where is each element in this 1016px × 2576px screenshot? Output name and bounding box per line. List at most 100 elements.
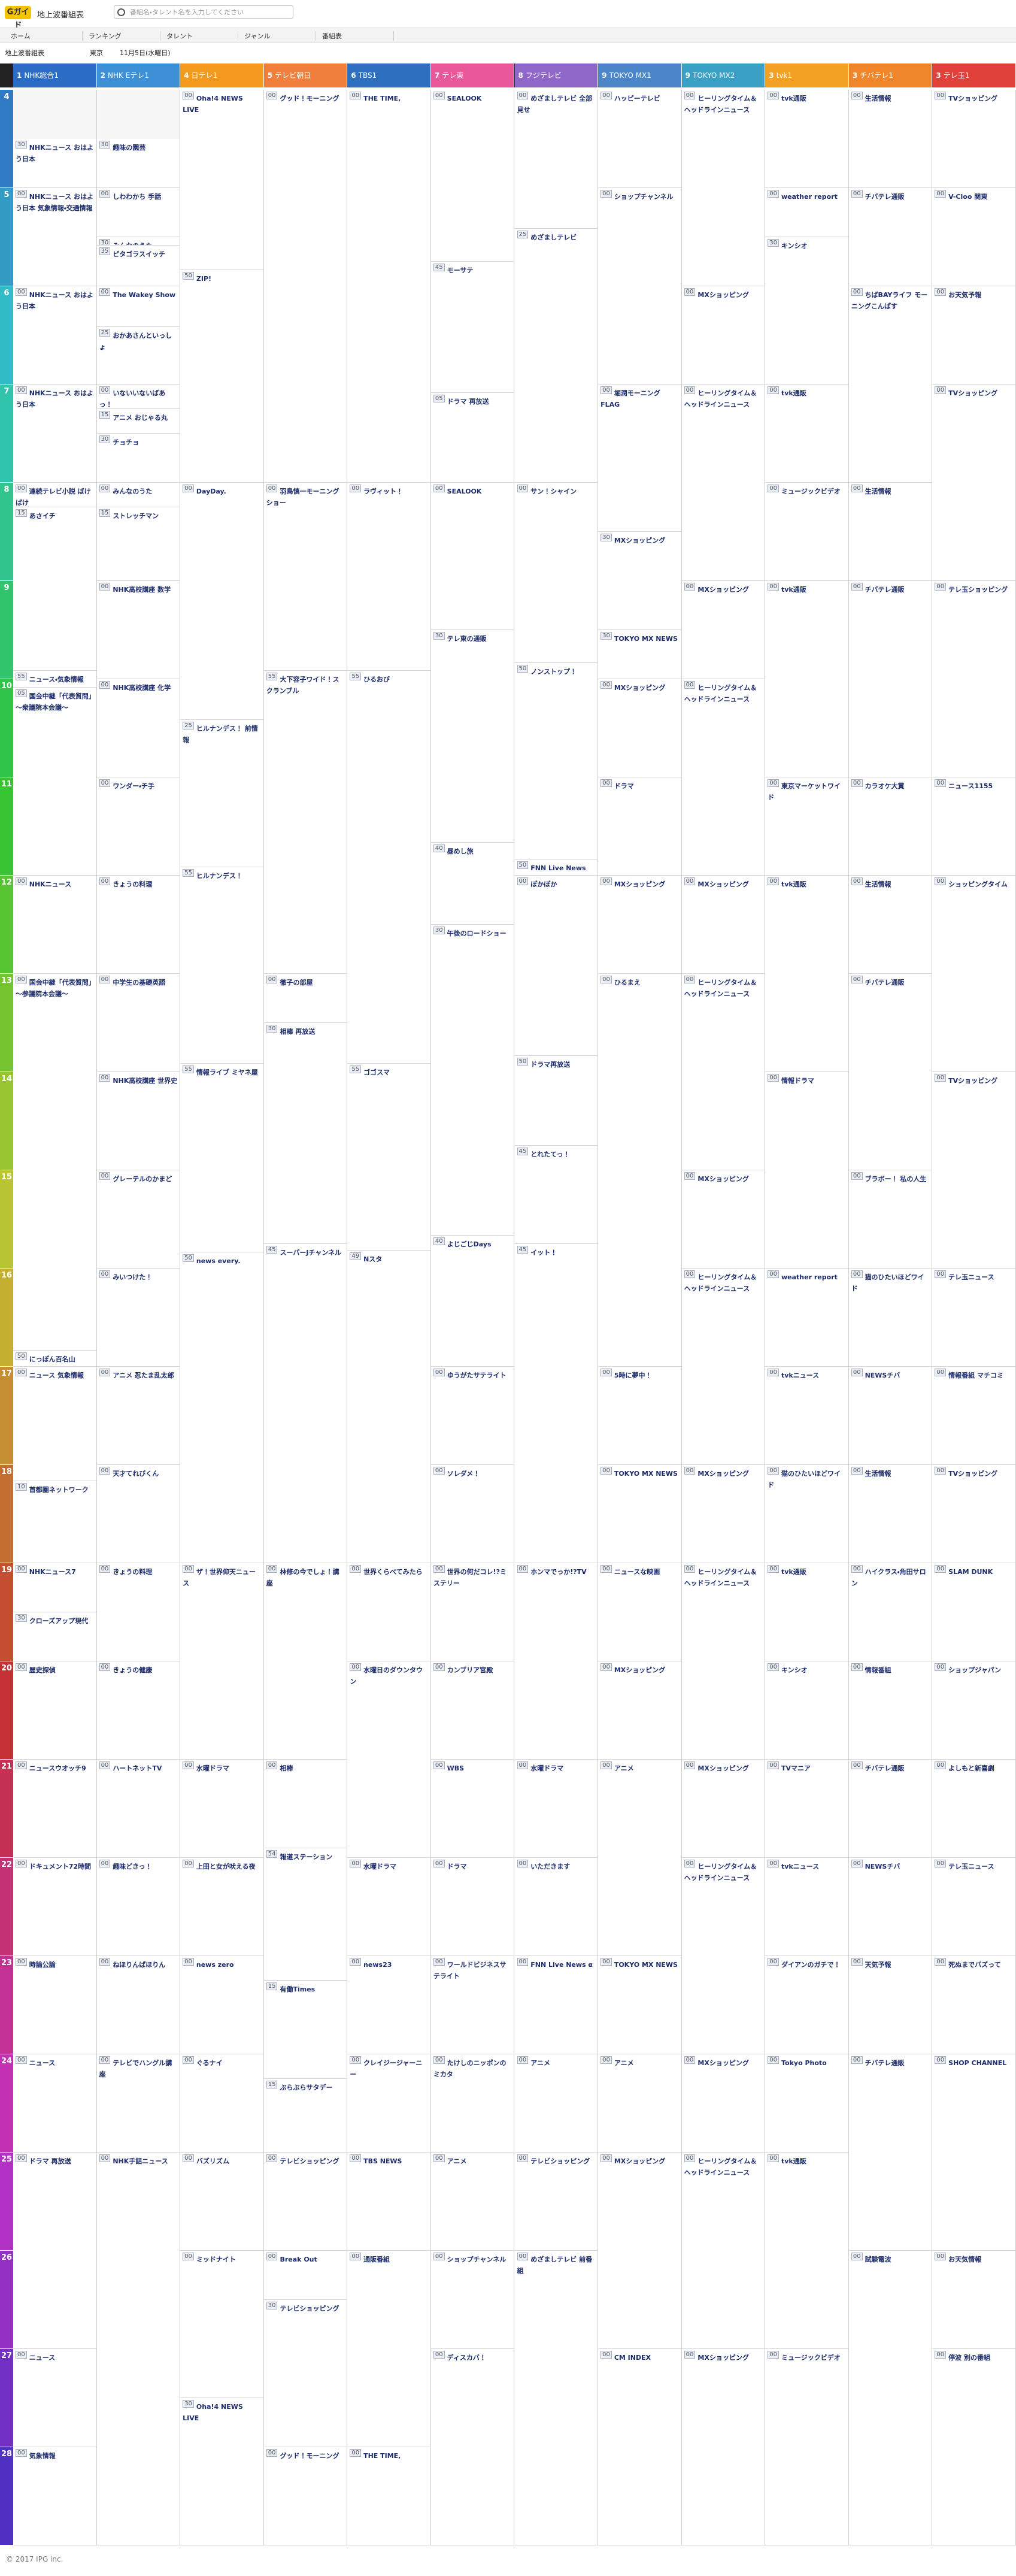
program-title[interactable]: DayDay. bbox=[196, 488, 226, 495]
program-cell[interactable]: 00 きょうの料理 bbox=[96, 876, 180, 974]
channel-header[interactable]: 1 NHK総合1 bbox=[13, 63, 97, 87]
program-title[interactable]: みいつけた！ bbox=[113, 1273, 153, 1281]
program-title[interactable]: 5時に夢中！ bbox=[614, 1372, 652, 1379]
program-cell[interactable]: 00 天才てれびくん bbox=[96, 1465, 180, 1563]
program-cell[interactable]: 00 TVマニア bbox=[765, 1760, 848, 1858]
program-cell[interactable]: 00 羽鳥慎一モーニングショー bbox=[263, 483, 347, 671]
program-cell[interactable]: 00 tvk通販 bbox=[765, 581, 848, 777]
program-cell[interactable]: 00 バズリズム bbox=[180, 2153, 263, 2251]
program-cell[interactable]: 00 MXショッピング bbox=[681, 2349, 765, 2545]
program-cell[interactable]: 00 NHKニュース bbox=[13, 876, 96, 974]
program-title[interactable]: カンブリア宮殿 bbox=[447, 1666, 493, 1674]
program-cell[interactable]: 00 東京マーケットワイド bbox=[765, 777, 848, 876]
program-title[interactable]: チバテレ通販 bbox=[865, 2059, 905, 2067]
program-cell[interactable]: 00 ミュージックビデオ bbox=[765, 483, 848, 581]
program-title[interactable]: SEALOOK bbox=[447, 95, 482, 102]
program-cell[interactable]: 00 生活情報 bbox=[848, 876, 932, 974]
program-cell[interactable]: 00 MXショッピング bbox=[681, 1465, 765, 1563]
program-title[interactable]: ヒーリングタイム＆ヘッドラインニュース bbox=[684, 979, 757, 998]
program-title[interactable]: tvk通販 bbox=[781, 586, 806, 594]
program-title[interactable]: ぶらぶらサタデー bbox=[280, 2084, 333, 2091]
program-cell[interactable]: 00 ドラマ bbox=[598, 777, 681, 876]
program-title[interactable]: ヒーリングタイム＆ヘッドラインニュース bbox=[684, 95, 757, 114]
program-cell[interactable]: 40 昼めし旅 bbox=[430, 843, 514, 925]
program-title[interactable]: MXショッピング bbox=[697, 291, 749, 299]
program-cell[interactable]: 00 news23 bbox=[347, 1956, 430, 2054]
program-title[interactable]: MXショッピング bbox=[697, 586, 749, 594]
program-title[interactable]: tvk通販 bbox=[781, 389, 806, 397]
program-title[interactable]: TBS NEWS bbox=[363, 2157, 402, 2165]
program-cell[interactable]: 00 世界の何だコレ!?ミステリー bbox=[430, 1563, 514, 1661]
program-title[interactable]: 大下容子ワイド！スクランブル bbox=[266, 676, 339, 695]
program-title[interactable]: よしもと新喜劇 bbox=[948, 1764, 994, 1772]
program-title[interactable]: NHK手話ニュース bbox=[113, 2157, 168, 2165]
program-cell[interactable]: 00 死ぬまでバズって bbox=[932, 1956, 1015, 2054]
program-cell[interactable]: 30 Oha!4 NEWS LIVE bbox=[180, 2398, 263, 2545]
area-type[interactable]: 地上波番組表 bbox=[5, 49, 44, 57]
program-cell[interactable]: 00 tvkニュース bbox=[765, 1858, 848, 1956]
program-cell[interactable]: 00 チバテレ通販 bbox=[848, 2054, 932, 2251]
program-title[interactable]: サン！シャイン bbox=[530, 488, 577, 495]
program-cell[interactable]: 00 お天気予報 bbox=[932, 286, 1015, 385]
program-cell[interactable]: 00 weather report bbox=[765, 1269, 848, 1367]
program-cell[interactable]: 00 カラオケ大賞 bbox=[848, 777, 932, 876]
program-cell[interactable]: 00 SEALOOK bbox=[430, 483, 514, 630]
program-title[interactable]: NHKニュース bbox=[29, 880, 72, 888]
program-cell[interactable]: 55 ニュース・気象情報 bbox=[13, 671, 96, 688]
program-cell[interactable]: 00 ミュージックビデオ bbox=[765, 2349, 848, 2545]
program-title[interactable]: アニメ bbox=[530, 2059, 551, 2067]
program-cell[interactable]: 00 天気予報 bbox=[848, 1956, 932, 2054]
program-title[interactable]: きょうの料理 bbox=[113, 880, 153, 888]
program-title[interactable]: ニュース 気象情報 bbox=[29, 1372, 84, 1379]
program-cell[interactable]: 00 チバテレ通販 bbox=[848, 188, 932, 286]
program-cell[interactable]: 00 ダイアンのガチで！ bbox=[765, 1956, 848, 2054]
program-title[interactable]: アニメ おじゃる丸 bbox=[113, 414, 168, 422]
program-cell[interactable]: 30 テレ東の通販 bbox=[430, 630, 514, 843]
program-cell[interactable]: 50 news every. bbox=[180, 1252, 263, 1563]
program-cell[interactable]: 00 しわわかち 手話 bbox=[96, 188, 180, 237]
channel-header[interactable]: 7 テレ東 bbox=[430, 63, 515, 87]
program-cell[interactable]: 00 ショップジャパン bbox=[932, 1661, 1015, 1760]
program-cell[interactable]: 00 ニュース bbox=[13, 2349, 96, 2447]
program-cell[interactable]: 05 ドラマ 再放送 bbox=[430, 392, 514, 483]
program-title[interactable]: ヒルナンデス！ 前情報 bbox=[183, 725, 258, 744]
program-cell[interactable]: 00 グッド！モーニング bbox=[263, 90, 347, 483]
program-title[interactable]: チバテレ通販 bbox=[865, 1764, 905, 1772]
program-title[interactable]: 情報ライブ ミヤネ屋 bbox=[196, 1068, 258, 1077]
program-title[interactable]: ヒーリングタイム＆ヘッドラインニュース bbox=[684, 1568, 757, 1587]
program-cell[interactable]: 00 CM INDEX bbox=[598, 2349, 681, 2545]
program-cell[interactable]: 00 上田と女が吠える夜 bbox=[180, 1858, 263, 1956]
program-title[interactable]: きょうの健康 bbox=[113, 1666, 153, 1674]
program-cell[interactable]: 30 クローズアップ現代 bbox=[13, 1612, 96, 1661]
program-cell[interactable]: 00 ハートネットTV bbox=[96, 1760, 180, 1858]
program-cell[interactable]: 00 きょうの料理 bbox=[96, 1563, 180, 1661]
program-title[interactable]: ザ！世界仰天ニュース bbox=[183, 1568, 256, 1587]
program-cell[interactable]: 55 情報ライブ ミヤネ屋 bbox=[180, 1064, 263, 1252]
program-title[interactable]: 試験電波 bbox=[865, 2256, 891, 2263]
program-cell[interactable]: 00 気象情報 bbox=[13, 2447, 96, 2545]
program-cell[interactable]: 15 あさイチ bbox=[13, 507, 96, 671]
program-cell[interactable]: 00 tvk通販 bbox=[765, 2153, 848, 2349]
program-title[interactable]: 東京マーケットワイド bbox=[768, 782, 841, 801]
program-title[interactable]: MXショッピング bbox=[614, 2157, 666, 2165]
program-title[interactable]: tvkニュース bbox=[781, 1863, 820, 1870]
program-cell[interactable]: 00 tvk通販 bbox=[765, 876, 848, 1072]
program-cell[interactable]: 00 きょうの健康 bbox=[96, 1661, 180, 1760]
program-cell[interactable]: 55 大下容子ワイド！スクランブル bbox=[263, 671, 347, 974]
program-cell[interactable]: 00 サン！シャイン bbox=[514, 483, 598, 663]
program-title[interactable]: たけしのニッポンのミカタ bbox=[433, 2059, 507, 2078]
program-cell[interactable]: 00 情報ドラマ bbox=[765, 1072, 848, 1269]
program-title[interactable]: 報道ステーション bbox=[280, 1852, 333, 1861]
program-title[interactable]: チバテレ通販 bbox=[865, 193, 905, 201]
channel-header[interactable]: 9 TOKYO MX1 bbox=[598, 63, 682, 87]
program-title[interactable]: FNN Live News α bbox=[530, 1961, 593, 1969]
program-cell[interactable]: 00 news zero bbox=[180, 1956, 263, 2054]
program-title[interactable]: めざましテレビ 全部見せ bbox=[517, 95, 593, 114]
program-cell[interactable]: 00 チバテレ通販 bbox=[848, 581, 932, 777]
program-title[interactable]: ひるまえ bbox=[614, 979, 641, 986]
program-cell[interactable]: 55 ゴゴスマ bbox=[347, 1064, 430, 1251]
program-cell[interactable]: 00 SEALOOK bbox=[430, 90, 514, 262]
program-title[interactable]: MXショッピング bbox=[697, 1764, 749, 1772]
program-title[interactable]: アニメ 忍たま乱太郎 bbox=[113, 1372, 174, 1379]
program-cell[interactable]: 00 NHKニュース おはよう日本 bbox=[13, 286, 96, 385]
